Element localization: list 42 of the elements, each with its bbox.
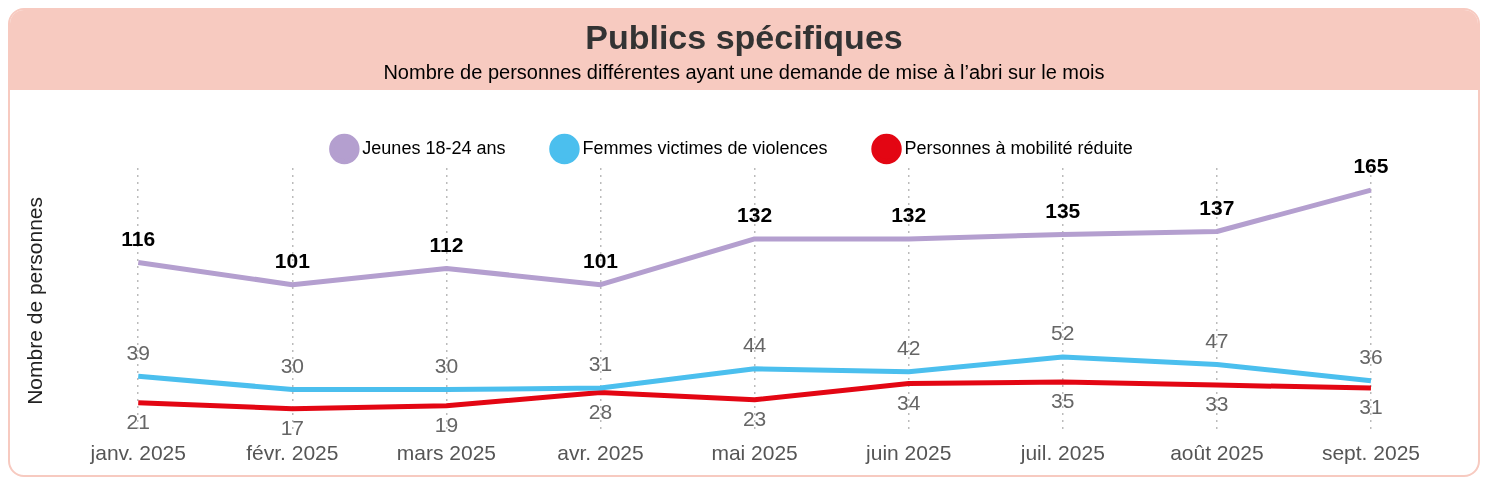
data-label: 31 xyxy=(588,352,613,376)
data-label: 116 xyxy=(121,226,156,250)
x-tick-label: août 2025 xyxy=(1170,441,1264,465)
x-tick-label: mai 2025 xyxy=(711,441,798,465)
data-label: 30 xyxy=(434,353,459,377)
data-label: 23 xyxy=(742,407,767,431)
x-tick-label: févr. 2025 xyxy=(246,441,339,465)
x-tick-label: janv. 2025 xyxy=(89,441,186,465)
data-label: 21 xyxy=(126,410,150,434)
data-label: 112 xyxy=(429,232,464,256)
data-label: 132 xyxy=(891,203,927,227)
data-label: 30 xyxy=(280,353,305,377)
legend-label: Femmes victimes de violences xyxy=(582,137,828,158)
data-label: 19 xyxy=(434,413,459,437)
data-label: 101 xyxy=(582,248,619,272)
legend-label: Jeunes 18-24 ans xyxy=(362,137,506,158)
data-label: 31 xyxy=(1359,395,1383,419)
legend-label: Personnes à mobilité réduite xyxy=(904,137,1133,158)
data-label: 17 xyxy=(280,415,305,439)
data-label: 42 xyxy=(897,336,921,360)
data-label: 33 xyxy=(1205,392,1229,416)
chart-subtitle: Nombre de personnes différentes ayant une demande de mise à l’abri sur le mois xyxy=(382,61,1106,84)
data-label: 47 xyxy=(1205,328,1229,352)
data-label: 165 xyxy=(1353,154,1389,178)
data-label: 137 xyxy=(1199,195,1235,219)
data-label: 28 xyxy=(588,399,613,423)
data-label: 35 xyxy=(1051,389,1075,413)
x-tick-label: avr. 2025 xyxy=(557,441,644,465)
data-label: 39 xyxy=(126,340,150,364)
data-label: 135 xyxy=(1045,198,1081,222)
data-label: 34 xyxy=(897,390,921,414)
data-label: 101 xyxy=(274,248,311,272)
y-axis-title: Nombre de personnes xyxy=(23,197,47,405)
x-tick-label: mars 2025 xyxy=(396,441,497,465)
data-label: 52 xyxy=(1051,321,1075,345)
data-label: 44 xyxy=(742,333,767,357)
x-tick-label: juil. 2025 xyxy=(1019,441,1105,465)
chart-title: Publics spécifiques xyxy=(584,18,904,57)
x-tick-label: juin 2025 xyxy=(865,441,952,465)
data-label: 36 xyxy=(1359,344,1383,368)
data-label: 132 xyxy=(737,203,773,227)
x-tick-label: sept. 2025 xyxy=(1321,441,1420,465)
